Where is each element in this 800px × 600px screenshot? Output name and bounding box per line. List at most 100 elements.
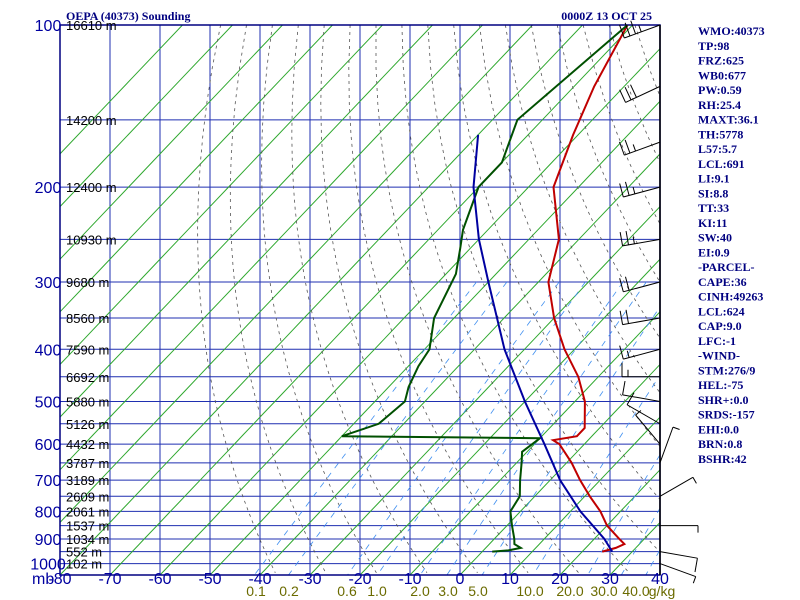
series-line-1 [341, 25, 629, 553]
mixing-ratio-label: 0.6 [337, 583, 357, 599]
dry-adiabat [453, 25, 660, 501]
mixing-ratio-line [347, 281, 560, 575]
wind-barb [619, 276, 661, 293]
pressure-tick-label: 100 [35, 18, 62, 35]
wind-barb [619, 231, 661, 247]
temperature-tick-label: -70 [98, 571, 121, 588]
temperature-tick-label: 10 [501, 571, 519, 588]
pressure-tick-label: 200 [35, 180, 62, 197]
dry-adiabat [261, 25, 377, 574]
isotherm-line [60, 25, 583, 575]
temperature-tick-label: -10 [398, 571, 421, 588]
wind-barb [659, 551, 698, 573]
isotherm-line [259, 153, 660, 575]
dry-adiabat [739, 25, 800, 573]
temperature-tick-label: -30 [298, 571, 321, 588]
height-label: 6692 m [66, 370, 109, 385]
isotherm-line [209, 100, 660, 575]
mixing-ratio-label: 1.0 [367, 583, 387, 599]
wind-barb [619, 181, 661, 198]
temperature-tick-label: -40 [248, 571, 271, 588]
mixing-ratio-label: 0.1 [246, 583, 266, 599]
grid [59, 24, 800, 576]
series-line-0 [547, 25, 629, 553]
dry-adiabat [790, 25, 800, 573]
height-label: 1034 m [66, 532, 109, 547]
dry-adiabat [713, 25, 800, 573]
pressure-tick-label: 400 [35, 342, 62, 359]
temperature-tick-label: 20 [551, 571, 569, 588]
mixing-ratio-label: 10.0 [516, 583, 543, 599]
dry-adiabat [375, 25, 579, 574]
height-label: 10930 m [66, 232, 117, 247]
wind-barb [635, 410, 661, 445]
mixing-ratio-label: 0.2 [279, 583, 299, 599]
wind-barb [626, 392, 661, 425]
mixing-ratio-line [419, 281, 624, 575]
dry-adiabat [764, 25, 800, 573]
temperature-tick-label: -20 [348, 571, 371, 588]
height-label: 102 m [66, 557, 102, 572]
dry-adiabat [427, 25, 660, 553]
wind-barbs [619, 20, 699, 584]
dry-adiabat [348, 25, 529, 574]
temperature-tick-label: -80 [48, 571, 71, 588]
dry-adiabat [401, 25, 630, 574]
series-line-2 [472, 134, 614, 553]
isotherm-line [60, 25, 433, 418]
isotherm-line [60, 25, 383, 366]
height-label: 16610 m [66, 18, 117, 33]
temperature-tick-label: 0 [456, 571, 465, 588]
dry-adiabat [608, 25, 660, 164]
pressure-tick-label: 1000 [30, 557, 66, 574]
temperature-tick-label: 40 [651, 571, 669, 588]
mixing-ratio-label: 3.0 [438, 583, 458, 599]
wind-barb [619, 20, 661, 39]
pressure-unit-label: mb [32, 571, 54, 588]
height-label: 8560 m [66, 311, 109, 326]
wind-barb [659, 476, 697, 497]
wind-barb [659, 426, 680, 463]
temperature-tick-label: -50 [198, 571, 221, 588]
dry-adiabat [661, 25, 800, 573]
dry-adiabat [556, 25, 660, 283]
wind-barb [621, 362, 660, 378]
mixing-ratio-line [532, 374, 660, 575]
isotherm-line [760, 25, 800, 575]
isotherm-line [309, 205, 660, 575]
dry-adiabat [197, 25, 276, 573]
height-label: 552 m [66, 545, 102, 560]
isotherm-line [60, 25, 483, 471]
mixing-ratio-line [376, 281, 586, 575]
dry-adiabat [479, 25, 660, 447]
isotherm-line [60, 25, 333, 313]
height-label: 9680 m [66, 275, 109, 290]
isotherm-line [659, 574, 660, 575]
isotherm-line [710, 25, 800, 575]
dry-adiabat [582, 25, 660, 225]
height-label: 2609 m [66, 489, 109, 504]
wind-barb [619, 309, 661, 326]
isotherm-line [459, 363, 660, 575]
isotherm-line [409, 311, 660, 575]
height-label: 1537 m [66, 519, 109, 534]
pressure-tick-label: 600 [35, 437, 62, 454]
height-label: 2061 m [66, 504, 109, 519]
mixing-ratio-line [481, 306, 660, 575]
wind-barb [622, 380, 661, 402]
wind-barb [659, 563, 697, 584]
mixing-ratio-label: g/kg [649, 583, 675, 599]
temperature-tick-label: -60 [148, 571, 171, 588]
mixing-ratio-line [620, 507, 660, 575]
pressure-tick-label: 900 [35, 532, 62, 549]
mixing-ratio-line [645, 549, 660, 575]
chart-title: OEPA (40373) Sounding [66, 9, 190, 23]
dry-adiabat [687, 25, 800, 573]
pressure-tick-label: 700 [35, 473, 62, 490]
sounding-lines [341, 25, 629, 553]
height-label: 7590 m [66, 342, 109, 357]
pressure-tick-label: 500 [35, 394, 62, 411]
height-label: 5126 m [66, 417, 109, 432]
